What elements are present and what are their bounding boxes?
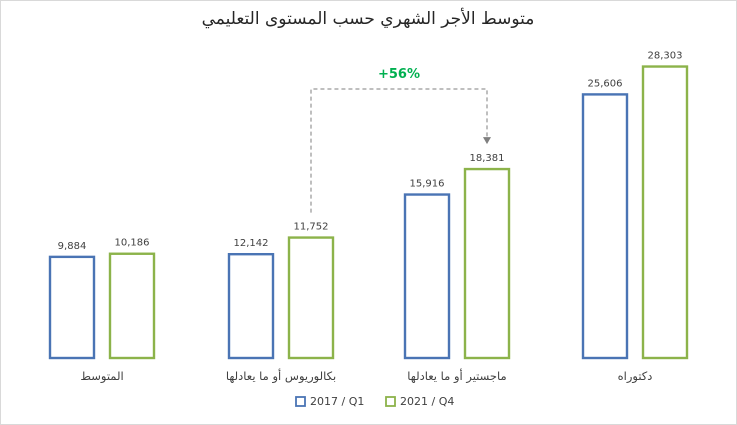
legend: 2017 / Q1 2021 / Q4 — [295, 395, 454, 408]
category-label-0: المتوسط — [80, 369, 123, 384]
value-label-s1-c0: 10,186 — [115, 238, 150, 249]
bar-q1-2017-cat-0 — [48, 255, 96, 360]
value-label-s0-c0: 9,884 — [58, 241, 87, 252]
category-label-2: ماجستير أو ما يعادلها — [407, 368, 506, 384]
value-label-s1-c2: 18,381 — [470, 153, 505, 164]
annotation-arrowhead — [483, 137, 491, 145]
value-label-s1-c1: 11,752 — [294, 222, 329, 233]
value-label-s1-c3: 28,303 — [648, 51, 683, 62]
bar-q1-2017-cat-3 — [581, 93, 629, 360]
legend-swatch-0 — [295, 396, 306, 407]
annotation-layer: +56% — [310, 67, 491, 213]
legend-swatch-1 — [385, 396, 396, 407]
value-label-s0-c1: 12,142 — [234, 238, 269, 249]
bar-q1-2017-cat-1 — [227, 252, 275, 360]
value-label-s0-c2: 15,916 — [410, 179, 445, 190]
category-label-1: بكالوريوس أو ما يعادلها — [226, 368, 336, 384]
chart-title: متوسط الأجر الشهري حسب المستوى التعليمي — [202, 8, 535, 29]
bar-q4-2021-cat-3 — [641, 65, 689, 360]
annotation-label: +56% — [378, 67, 420, 82]
bar-q1-2017-cat-2 — [403, 193, 451, 360]
bar-q4-2021-cat-0 — [108, 252, 156, 360]
annotation-connector — [310, 88, 488, 213]
bar-q4-2021-cat-2 — [463, 167, 511, 360]
bars-layer — [48, 65, 689, 360]
value-label-s0-c3: 25,606 — [588, 78, 623, 89]
category-label-3: دكتوراه — [618, 369, 653, 384]
value-labels-layer: 9,884 12,142 15,916 25,606 10,186 11,752 18,38… — [58, 51, 683, 252]
legend-label-0: 2017 / Q1 — [310, 395, 364, 408]
category-labels-layer: المتوسط بكالوريوس أو ما يعادلها ماجستير أو… — [80, 368, 652, 384]
legend-label-1: 2021 / Q4 — [400, 395, 454, 408]
bar-q4-2021-cat-1 — [287, 236, 335, 360]
